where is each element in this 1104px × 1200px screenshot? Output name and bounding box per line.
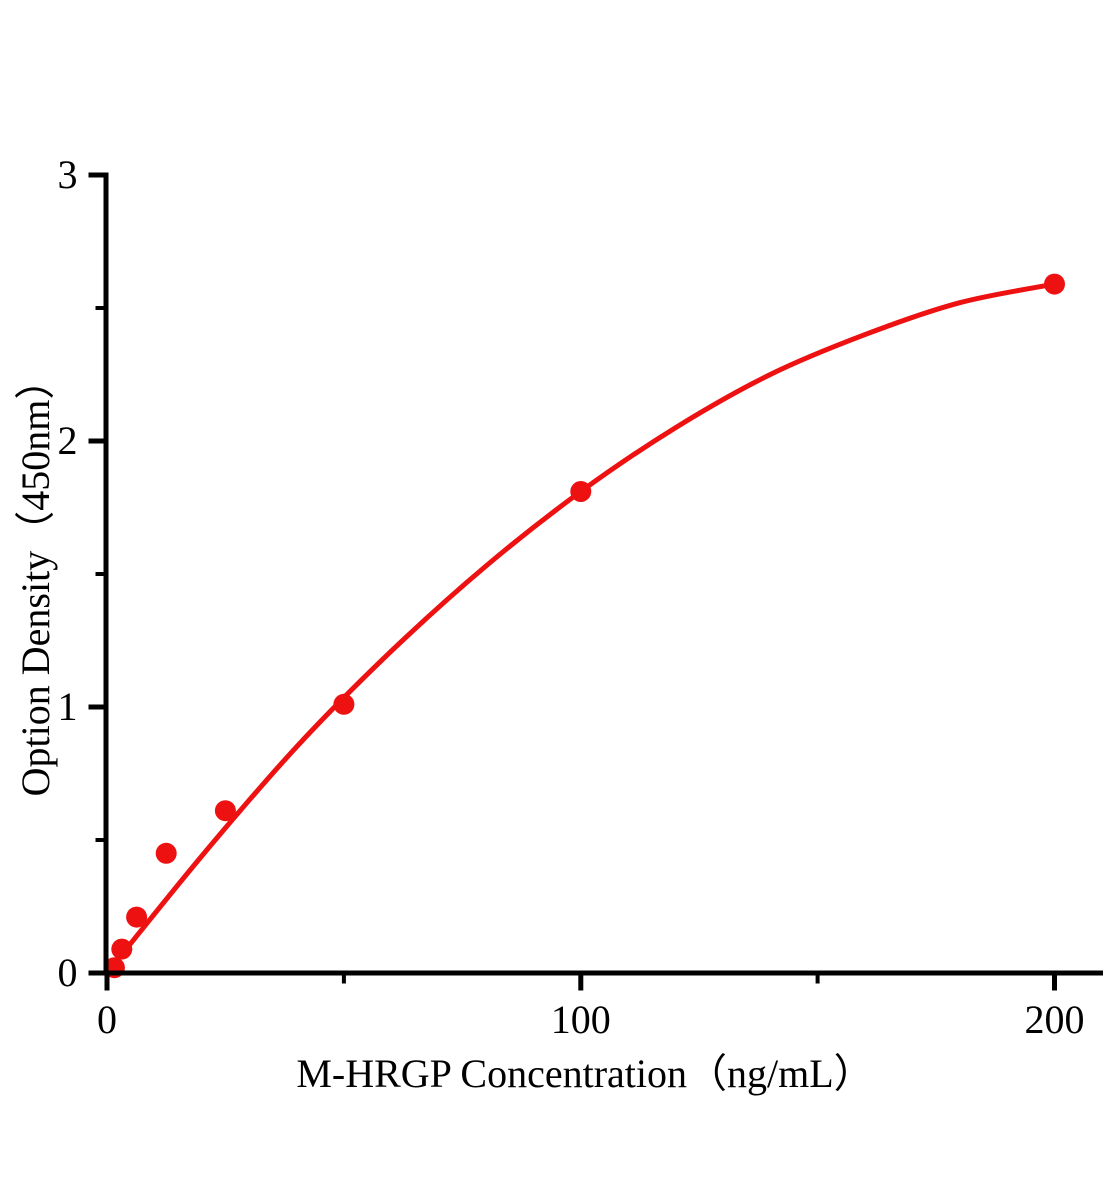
y-tick-label: 3: [58, 152, 78, 197]
data-point: [570, 481, 592, 502]
data-point: [333, 693, 355, 715]
y-tick-label: 0: [58, 950, 78, 995]
x-axis-title: M-HRGP Concentration（ng/mL）: [296, 1051, 874, 1096]
x-tick-label: 200: [1025, 997, 1085, 1042]
data-point: [214, 800, 236, 822]
x-tick-label: 0: [97, 997, 117, 1042]
fit-curve: [105, 281, 1055, 975]
data-point: [1044, 273, 1065, 295]
y-tick-label: 2: [58, 418, 78, 463]
data-point: [155, 842, 177, 864]
data-point: [126, 906, 148, 928]
y-tick-label: 1: [58, 684, 78, 729]
data-point: [111, 938, 133, 960]
x-tick-label: 100: [551, 997, 611, 1042]
y-axis-title: Option Density（450nm）: [13, 359, 58, 797]
